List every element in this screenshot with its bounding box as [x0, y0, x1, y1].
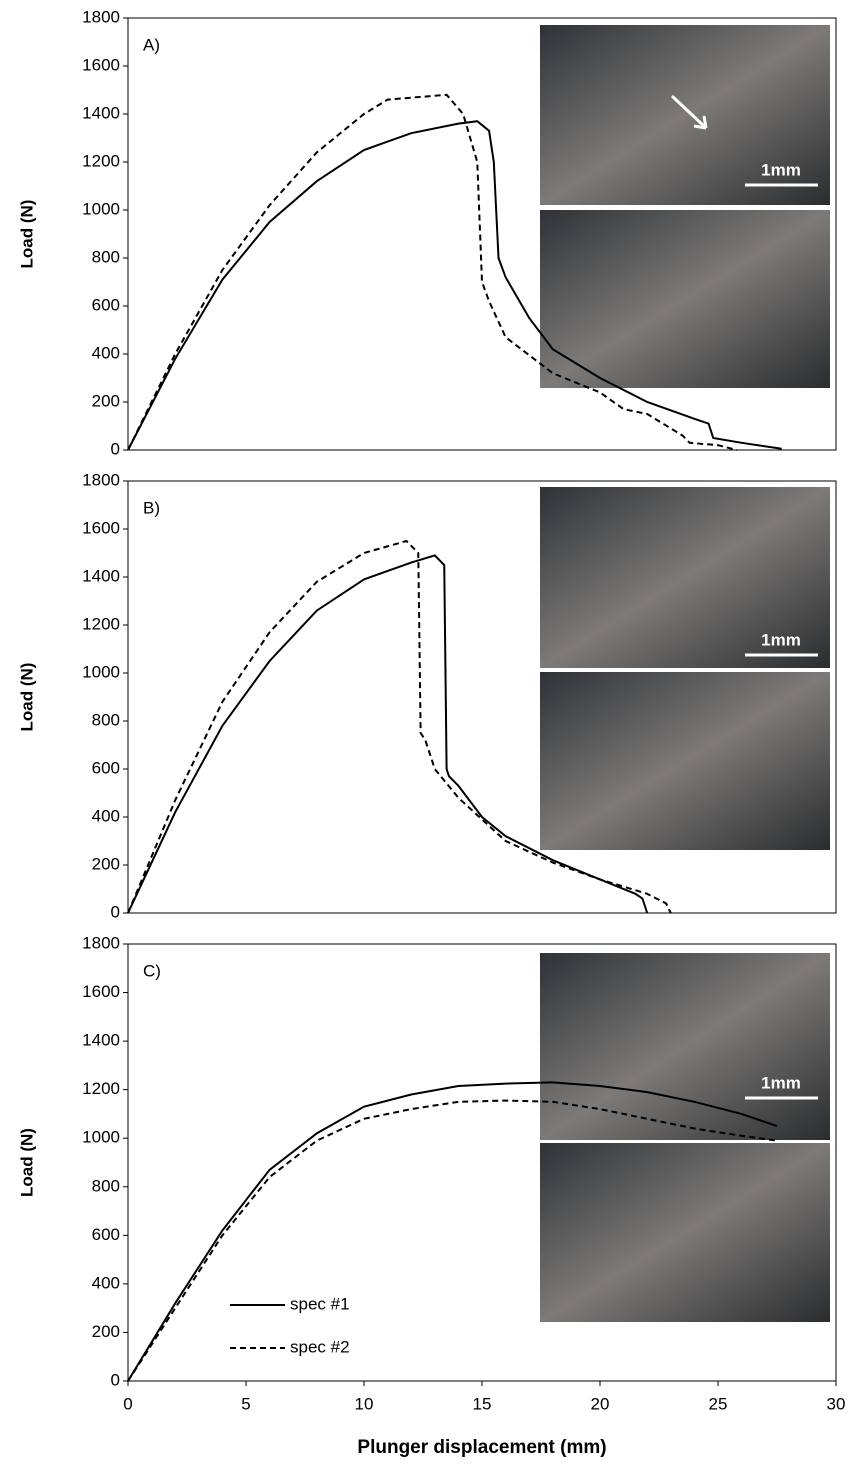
photo-inset	[540, 1143, 830, 1322]
y-tick-label: 400	[92, 1273, 120, 1292]
plot-frame	[127, 17, 837, 451]
y-tick-label: 1400	[82, 103, 120, 122]
y-tick-label: 400	[92, 806, 120, 825]
scale-bar-label: 1mm	[761, 630, 801, 649]
photo-inset	[540, 672, 830, 850]
arrow	[670, 94, 708, 130]
x-tick-label: 10	[355, 1394, 374, 1413]
y-tick-label: 800	[92, 247, 120, 266]
y-tick-label: 1800	[82, 933, 120, 952]
panel-label: A)	[143, 35, 160, 54]
y-tick-label: 0	[111, 439, 120, 458]
y-tick-label: 200	[92, 1322, 120, 1341]
scale-bar-label: 1mm	[761, 160, 801, 179]
y-tick-label: 800	[92, 710, 120, 729]
y-tick-label: 0	[111, 902, 120, 921]
y-tick-label: 1200	[82, 1079, 120, 1098]
y-tick-label: 1600	[82, 982, 120, 1001]
y-axis-label: Load (N)	[17, 1128, 36, 1197]
legend-label: spec #1	[290, 1294, 350, 1313]
photo-inset	[540, 953, 830, 1140]
y-tick-label: 600	[92, 758, 120, 777]
y-tick-label: 1400	[82, 566, 120, 585]
series-line	[127, 1081, 778, 1382]
y-axis-label: Load (N)	[17, 200, 36, 269]
panel-label: B)	[143, 498, 160, 517]
x-tick-label: 5	[241, 1394, 250, 1413]
y-tick-label: 1600	[82, 518, 120, 537]
y-tick-label: 1800	[82, 470, 120, 489]
x-tick-label: 15	[473, 1394, 492, 1413]
y-tick-label: 1000	[82, 662, 120, 681]
series-line	[127, 120, 782, 451]
legend-label: spec #2	[290, 1337, 350, 1356]
y-tick-label: 600	[92, 295, 120, 314]
y-tick-label: 1000	[82, 1128, 120, 1147]
y-tick-label: 400	[92, 343, 120, 362]
y-tick-label: 0	[111, 1370, 120, 1389]
photo-inset	[540, 210, 830, 388]
y-tick-label: 1800	[82, 7, 120, 26]
plot-frame	[127, 480, 837, 914]
y-tick-label: 1200	[82, 151, 120, 170]
y-tick-label: 200	[92, 854, 120, 873]
y-tick-label: 1400	[82, 1031, 120, 1050]
y-tick-label: 200	[92, 391, 120, 410]
panel-label: C)	[143, 961, 161, 980]
y-tick-label: 1600	[82, 55, 120, 74]
photo-inset	[540, 25, 830, 205]
y-tick-label: 1200	[82, 614, 120, 633]
x-axis-label: Plunger displacement (mm)	[357, 1437, 606, 1458]
scale-bar-label: 1mm	[761, 1073, 801, 1092]
photo-inset	[540, 487, 830, 668]
y-tick-label: 1000	[82, 199, 120, 218]
series-line	[127, 539, 672, 914]
x-tick-label: 25	[709, 1394, 728, 1413]
y-tick-label: 600	[92, 1225, 120, 1244]
y-tick-label: 800	[92, 1176, 120, 1195]
y-axis-label: Load (N)	[17, 663, 36, 732]
x-tick-label: 0	[123, 1394, 132, 1413]
x-tick-label: 30	[827, 1394, 846, 1413]
x-tick-label: 20	[591, 1394, 610, 1413]
